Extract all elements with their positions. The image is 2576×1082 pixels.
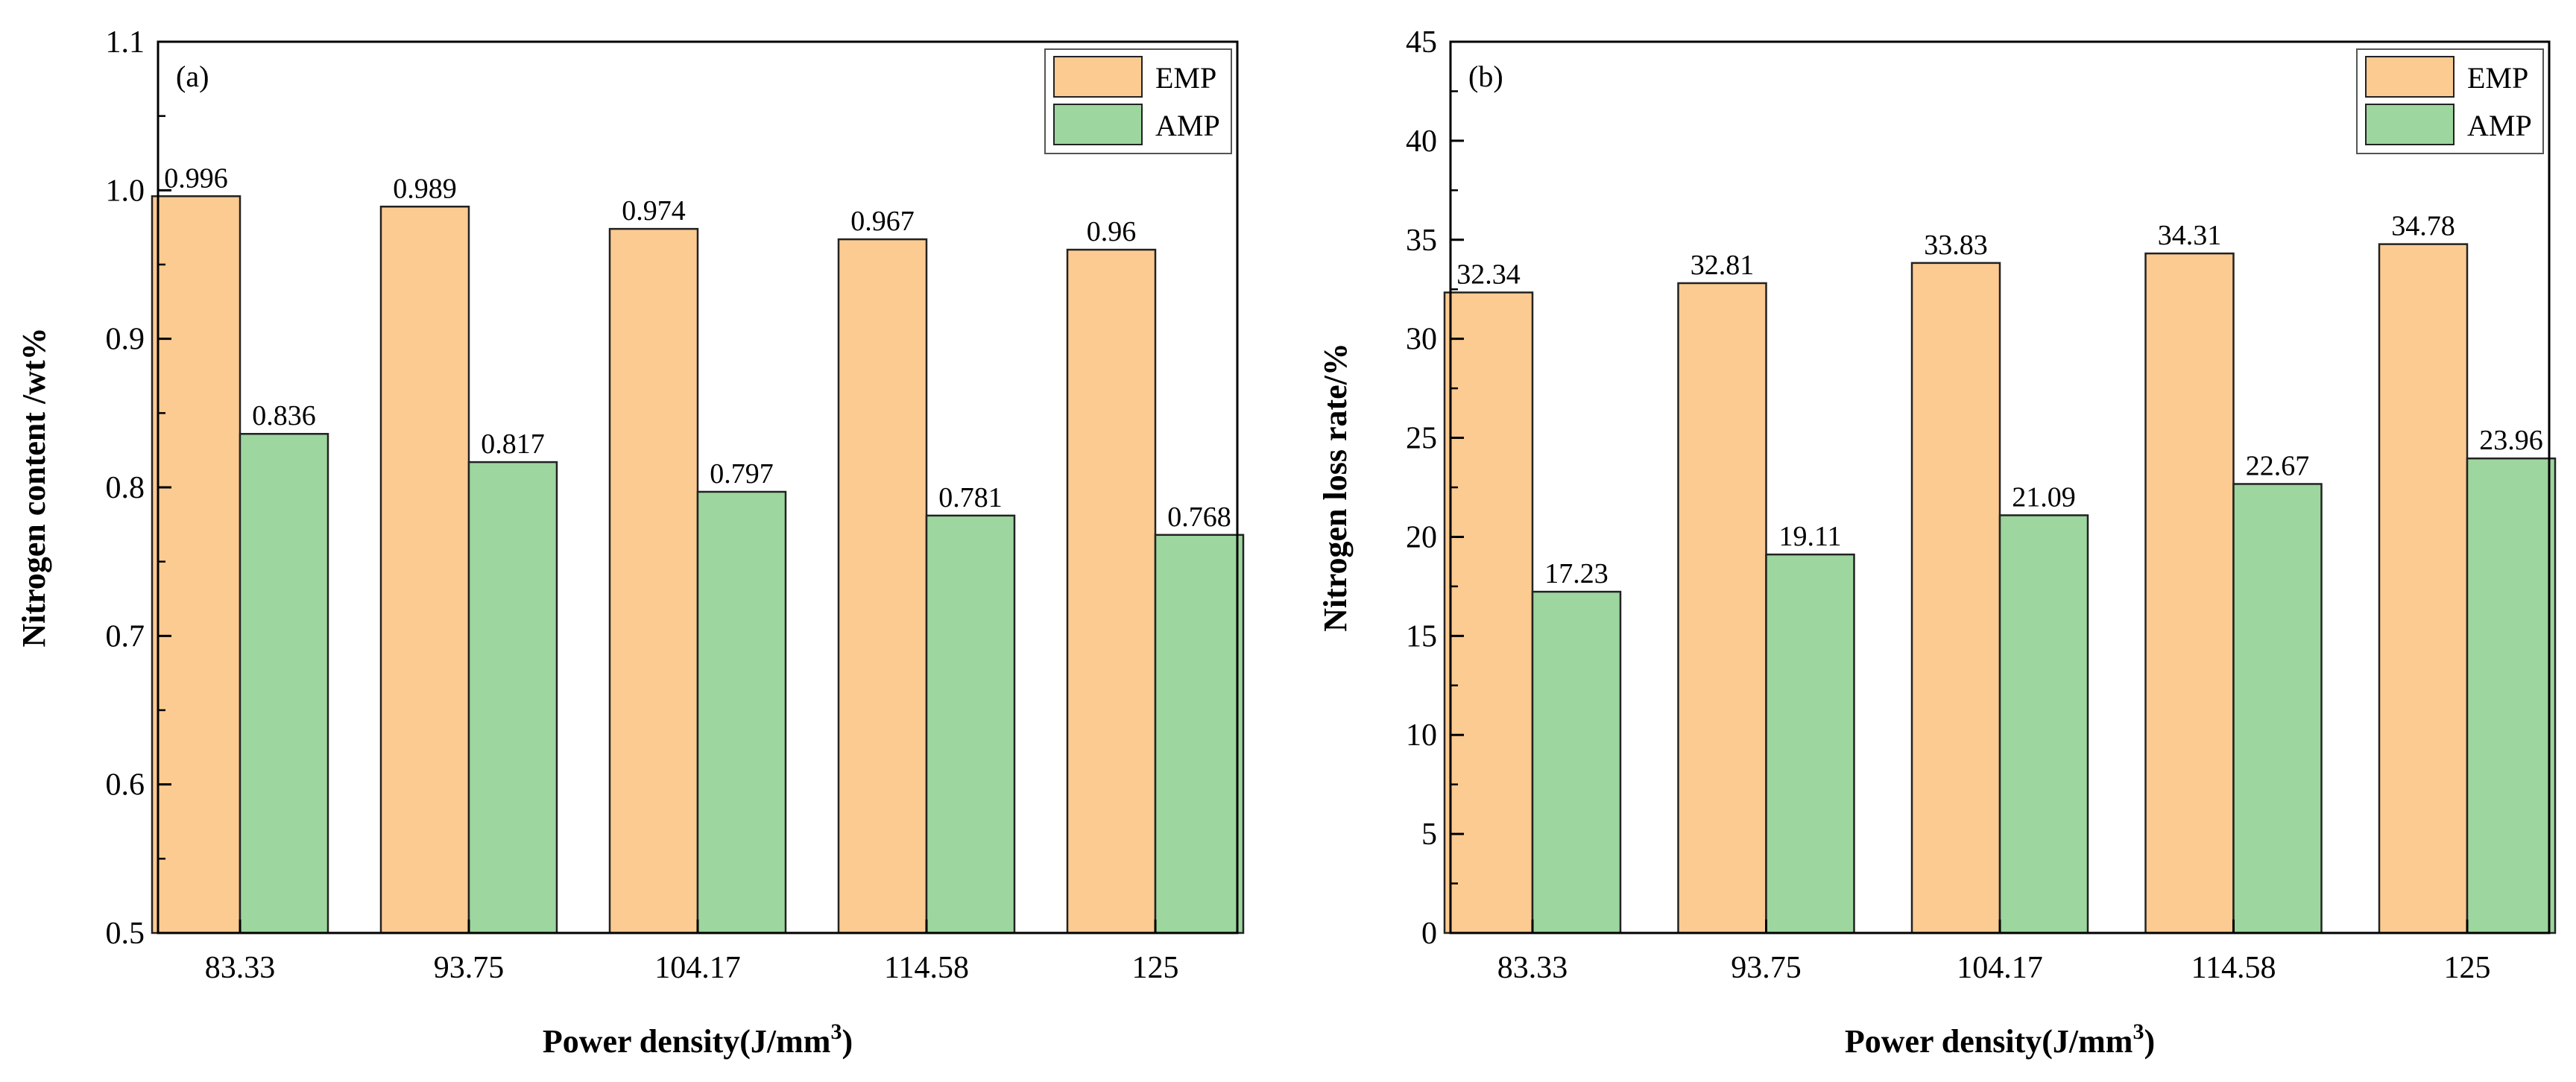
chart-a-legend-label-amp: AMP (1155, 109, 1220, 142)
chart-b-bar-label-amp-3: 22.67 (2246, 450, 2310, 481)
chart-a-ytick-label-1: 0.6 (106, 768, 145, 803)
chart-b-legend-label-amp: AMP (2467, 109, 2532, 142)
chart-a-legend-swatch-amp (1053, 104, 1143, 145)
chart-b-xtick-label-3: 114.58 (2191, 951, 2276, 985)
chart-a-bar-emp-1 (379, 206, 470, 934)
chart-a-bar-label-emp-0: 0.996 (164, 162, 228, 194)
chart-b-ytick-label-9: 45 (1406, 25, 1437, 60)
chart-a-bar-label-emp-2: 0.974 (622, 195, 686, 227)
chart-a-bar-amp-1 (467, 461, 558, 934)
chart-b-bar-label-emp-4: 34.78 (2391, 211, 2455, 242)
chart-b-legend-swatch-amp (2365, 104, 2455, 145)
chart-b-bar-amp-4 (2466, 457, 2557, 934)
chart-a-legend-swatch-emp (1053, 56, 1143, 98)
chart-a-ytick-label-0: 0.5 (106, 917, 145, 951)
chart-b-bar-label-amp-4: 23.96 (2479, 425, 2543, 456)
chart-b-bar-amp-2 (1998, 514, 2089, 934)
chart-b-xlabel-sup: 3 (2133, 1019, 2144, 1044)
chart-b-xtick-label-1: 93.75 (1731, 951, 1802, 985)
chart-a-xlabel: Power density(J/mm3) (543, 1019, 853, 1060)
chart-b-ytick-label-5: 25 (1406, 422, 1437, 456)
chart-b-xlabel-end: ) (2144, 1023, 2155, 1060)
chart-a-bar-label-emp-4: 0.96 (1087, 216, 1137, 247)
chart-a-bar-label-amp-0: 0.836 (252, 400, 316, 431)
chart-b-bar-label-emp-0: 32.34 (1456, 259, 1521, 290)
chart-b-ytick-label-7: 35 (1406, 224, 1437, 258)
chart-a-ytick-label-2: 0.7 (106, 619, 145, 654)
chart-b-bar-amp-0 (1531, 590, 1622, 934)
chart-b-bar-emp-1 (1677, 282, 1767, 934)
chart-a-bar-label-emp-3: 0.967 (850, 206, 915, 237)
chart-a-xlabel-main: Power density(J/mm (543, 1023, 831, 1060)
chart-a-bar-label-amp-2: 0.797 (710, 458, 774, 490)
chart-a-bar-amp-0 (239, 432, 329, 934)
chart-b-legend-swatch-emp (2365, 56, 2455, 98)
chart-b-bar-emp-2 (1910, 262, 2001, 934)
chart-b-ylabel: Nitrogen loss rate/% (1317, 343, 1354, 632)
chart-b-ytick-label-2: 10 (1406, 718, 1437, 753)
chart-a-ytick-label-4: 0.9 (106, 323, 145, 357)
chart-b-bar-emp-4 (2378, 243, 2469, 934)
chart-b-panel-label: (b) (1468, 60, 1503, 93)
chart-a-xtick-label-4: 125 (1132, 951, 1179, 985)
chart-b-xlabel: Power density(J/mm3) (1845, 1019, 2155, 1060)
chart-a-bar-emp-2 (608, 227, 699, 934)
chart-a-panel-label: (a) (176, 60, 209, 93)
chart-a-ytick-label-3: 0.8 (106, 471, 145, 505)
chart-a-ylabel: Nitrogen content /wt% (16, 327, 52, 647)
chart-a-legend-label-emp: EMP (1155, 61, 1216, 95)
chart-b-bar-amp-3 (2232, 483, 2323, 934)
chart-b-ytick-label-4: 20 (1406, 520, 1437, 554)
chart-a-bar-label-amp-4: 0.768 (1167, 502, 1231, 533)
chart-a-bar-amp-3 (925, 514, 1016, 934)
chart-a-xtick-label-3: 114.58 (884, 951, 969, 985)
chart-a-xlabel-sup: 3 (830, 1019, 842, 1044)
chart-b-bar-amp-1 (1765, 553, 1855, 934)
chart-b-nitrogen-loss-rate: 32.34 32.81 33.83 34.31 34.78 17.23 19.11 21.09… (1317, 25, 2557, 1060)
chart-a-bar-amp-4 (1154, 534, 1245, 934)
chart-b-ytick-label-1: 5 (1421, 817, 1437, 852)
chart-b-ytick-label-6: 30 (1406, 323, 1437, 357)
chart-a-xtick-label-1: 93.75 (434, 951, 505, 985)
chart-b-ytick-label-3: 15 (1406, 619, 1437, 654)
chart-a-xtick-label-2: 104.17 (654, 951, 741, 985)
chart-b-xtick-label-4: 125 (2444, 951, 2491, 985)
chart-a-ytick-label-5: 1.0 (106, 174, 145, 208)
chart-a-xlabel-end: ) (842, 1023, 853, 1060)
chart-b-bar-emp-0 (1443, 291, 1534, 934)
chart-b-bar-label-amp-0: 17.23 (1544, 558, 1609, 589)
chart-b-bar-label-emp-3: 34.31 (2158, 220, 2222, 251)
chart-b-bar-label-amp-2: 21.09 (2012, 481, 2076, 513)
chart-b-bar-label-emp-1: 32.81 (1690, 250, 1755, 281)
chart-a-nitrogen-content: 0.996 0.989 0.974 0.967 0.96 0.836 0.817 0.797 0… (16, 25, 1245, 1060)
chart-a-bar-emp-4 (1066, 248, 1157, 934)
chart-b-xlabel-main: Power density(J/mm (1845, 1023, 2133, 1060)
chart-a-bar-label-emp-1: 0.989 (393, 173, 457, 204)
chart-b-bar-emp-3 (2144, 252, 2235, 934)
chart-b-ytick-label-8: 40 (1406, 124, 1437, 159)
chart-a-xtick-label-0: 83.33 (205, 951, 276, 985)
chart-b-xtick-label-2: 104.17 (1957, 951, 2043, 985)
chart-b-bar-label-emp-2: 33.83 (1924, 230, 1988, 261)
chart-a-ytick-label-6: 1.1 (106, 25, 145, 60)
chart-a-bar-emp-3 (837, 238, 928, 934)
chart-a-bar-label-amp-1: 0.817 (481, 428, 545, 460)
chart-a-bar-amp-2 (696, 490, 787, 934)
chart-b-xtick-label-0: 83.33 (1497, 951, 1568, 985)
chart-a-bar-emp-0 (151, 195, 242, 934)
chart-b-ytick-label-0: 0 (1421, 917, 1437, 951)
chart-b-legend-label-emp: EMP (2467, 61, 2528, 95)
chart-a-bar-label-amp-3: 0.781 (938, 482, 1003, 513)
chart-b-bar-label-amp-1: 19.11 (1778, 521, 1841, 552)
